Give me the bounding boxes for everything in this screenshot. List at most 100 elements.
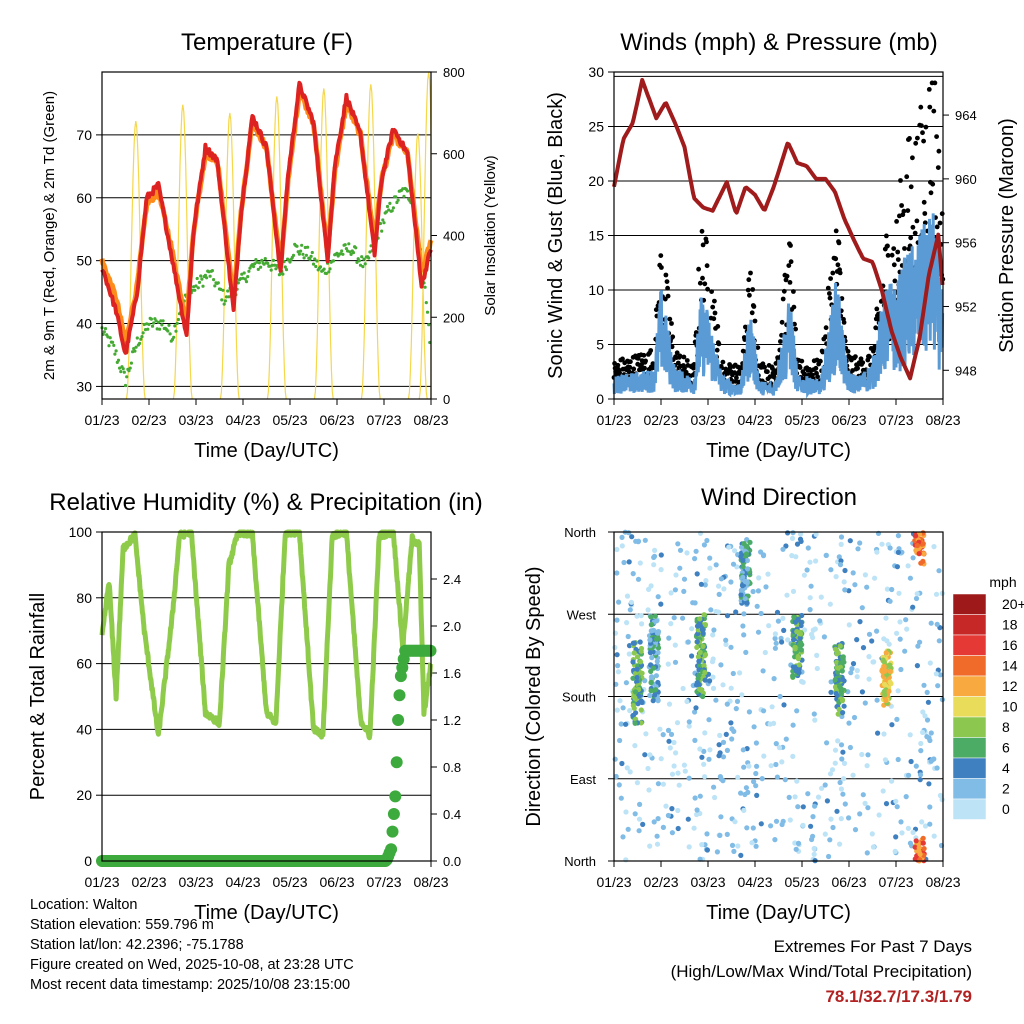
dewpoint-point (313, 257, 317, 261)
gust-point (927, 104, 933, 110)
direction-point (828, 816, 834, 822)
direction-point (730, 561, 737, 567)
gust-point (931, 108, 937, 114)
gust-point (784, 273, 790, 279)
y-tick-label-right: 400 (443, 229, 465, 244)
legend-swatch (952, 614, 987, 636)
chart-title: Wind Direction (701, 484, 857, 511)
direction-point (658, 552, 664, 558)
gust-point (665, 293, 671, 299)
direction-point (668, 731, 675, 738)
direction-point (927, 660, 933, 666)
direction-point (928, 620, 934, 626)
direction-point (692, 795, 698, 801)
direction-point (859, 605, 865, 611)
direction-point (718, 776, 724, 782)
direction-point (657, 726, 663, 732)
dewpoint-point (199, 274, 203, 278)
direction-point (707, 747, 713, 753)
dewpoint-point (368, 250, 372, 254)
plot-frame (101, 531, 432, 862)
direction-point (927, 821, 933, 827)
station-info: Location: Walton Station elevation: 559.… (30, 895, 354, 995)
dewpoint-point (168, 332, 172, 336)
direction-point (692, 600, 698, 606)
dewpoint-point (242, 271, 246, 275)
direction-point (838, 534, 845, 540)
gust-point (825, 285, 831, 291)
x-tick-label: 06/23 (319, 412, 354, 428)
direction-point (698, 581, 705, 587)
gust-point (828, 276, 833, 281)
gust-point (658, 253, 664, 258)
direction-point (754, 763, 760, 769)
gust-point (923, 124, 929, 130)
direction-point (870, 844, 877, 850)
direction-point (758, 549, 764, 555)
direction-point (651, 562, 657, 568)
direction-point (723, 641, 729, 648)
direction-point (668, 590, 674, 596)
gust-point (755, 345, 761, 350)
dewpoint-point (112, 343, 116, 347)
dewpoint-point (385, 204, 390, 209)
direction-point (881, 664, 887, 670)
direction-point (686, 844, 692, 850)
direction-point (702, 774, 708, 780)
direction-point (834, 659, 840, 666)
gust-point (823, 325, 829, 331)
y-tick-label: West (567, 607, 597, 622)
direction-point (695, 631, 701, 637)
gust-point (714, 347, 720, 353)
direction-point (852, 827, 859, 833)
gust-point (631, 366, 637, 372)
direction-point (812, 803, 818, 809)
direction-point (771, 676, 777, 682)
direction-point (882, 757, 889, 763)
gust-point (712, 298, 717, 304)
x-tick-label: 07/23 (366, 412, 401, 428)
direction-point (645, 607, 651, 613)
dewpoint-point (360, 255, 364, 259)
x-tick-label: 02/23 (131, 412, 166, 428)
direction-point (883, 801, 890, 807)
y-tick-label-right: 0.4 (443, 807, 461, 822)
direction-point (744, 580, 750, 586)
direction-point (672, 587, 679, 593)
direction-point (694, 811, 700, 818)
gust-point (934, 134, 939, 140)
gust-point (913, 140, 919, 146)
direction-point (893, 834, 899, 840)
dewpoint-point (119, 370, 123, 374)
x-tick-label: 04/23 (737, 412, 772, 428)
dewpoint-point (154, 319, 158, 323)
dewpoint-point (347, 242, 351, 246)
direction-point (849, 666, 855, 672)
dewpoint-point (173, 324, 177, 328)
direction-point (827, 771, 834, 777)
gust-point (885, 243, 890, 249)
gust-point (912, 230, 918, 236)
direction-point (793, 846, 799, 852)
direction-point (829, 767, 836, 773)
dewpoint-point (425, 310, 430, 314)
dewpoint-point (123, 383, 128, 388)
direction-point (837, 643, 843, 649)
speed-legend: mph 20+ 18 16 14 12 10 8 6 4 2 0 (952, 574, 1024, 820)
x-tick-label: 01/23 (596, 874, 631, 890)
y-axis-label: 2m & 9m T (Red, Orange) & 2m Td (Green) (41, 91, 58, 380)
direction-point (827, 837, 833, 843)
plot-area (99, 71, 434, 400)
temp-9m-line (99, 89, 434, 345)
direction-point (808, 823, 814, 829)
gust-point (787, 280, 793, 285)
gust-point (914, 218, 920, 224)
legend-label: 8 (1002, 719, 1010, 735)
direction-point (837, 683, 843, 690)
direction-point (794, 778, 800, 784)
direction-point (798, 647, 805, 653)
direction-point (894, 716, 900, 723)
direction-point (697, 663, 703, 669)
direction-point (737, 670, 743, 676)
direction-point (895, 756, 901, 763)
